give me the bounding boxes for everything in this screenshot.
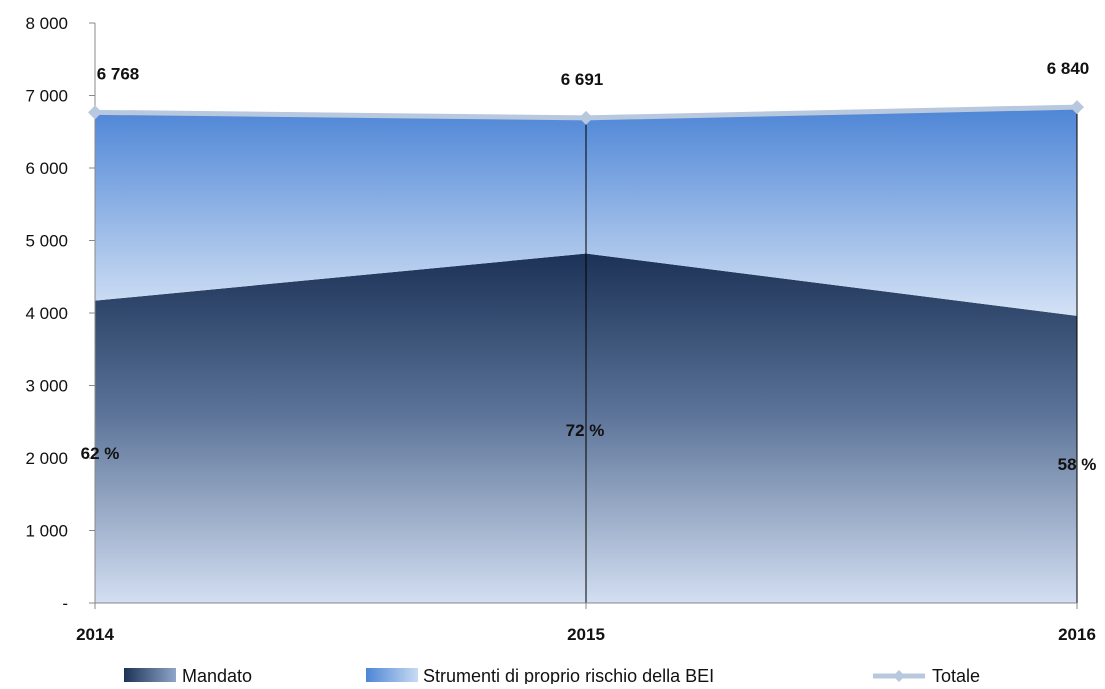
legend-label-totale: Totale — [932, 666, 980, 684]
total-line-layer — [88, 100, 1084, 125]
y-tick-label: 3 000 — [25, 377, 68, 396]
point-totale-2016 — [1070, 100, 1084, 115]
x-tick-label-2015: 2015 — [567, 625, 605, 644]
y-tick-label: 8 000 — [25, 14, 68, 33]
y-tick-label: 4 000 — [25, 304, 68, 323]
x-tick-label-2014: 2014 — [76, 625, 114, 644]
share-label-mandato-2015: 72 % — [566, 421, 605, 440]
share-label-mandato-2016: 58 % — [1058, 455, 1097, 474]
data-label-totale-2016: 6 840 — [1047, 59, 1090, 78]
point-totale-2015 — [579, 110, 593, 125]
data-label-totale-2014: 6 768 — [97, 64, 140, 83]
point-totale-2014 — [88, 105, 102, 120]
y-tick-label: 6 000 — [25, 159, 68, 178]
legend-item-totale: Totale — [873, 666, 980, 686]
legend: Mandato Strumenti di proprio rischio del… — [124, 666, 980, 686]
legend-marker-totale — [893, 670, 905, 682]
x-tick-label-2016: 2016 — [1058, 625, 1096, 644]
y-tick-label: 1 000 — [25, 522, 68, 541]
legend-swatch-mandato — [124, 668, 176, 682]
share-label-mandato-2014: 62 % — [81, 444, 120, 463]
y-tick-label: 2 000 — [25, 449, 68, 468]
y-tick-label: - — [62, 594, 68, 613]
y-tick-label: 7 000 — [25, 87, 68, 106]
y-tick-label: 5 000 — [25, 232, 68, 251]
legend-swatch-bei — [366, 668, 418, 682]
data-labels-layer: 6 768 6 691 6 840 62 % 72 % 58 % — [81, 59, 1097, 474]
axes-layer: - 1 000 2 000 3 000 4 000 5 000 6 000 7 000 8 00… — [25, 14, 1095, 644]
legend-label-bei: Strumenti di proprio rischio della BEI — [423, 666, 714, 684]
data-label-totale-2015: 6 691 — [561, 70, 604, 89]
legend-label-mandato: Mandato — [182, 666, 252, 684]
legend-item-mandato: Mandato — [124, 666, 252, 686]
legend-item-bei: Strumenti di proprio rischio della BEI — [366, 666, 714, 686]
